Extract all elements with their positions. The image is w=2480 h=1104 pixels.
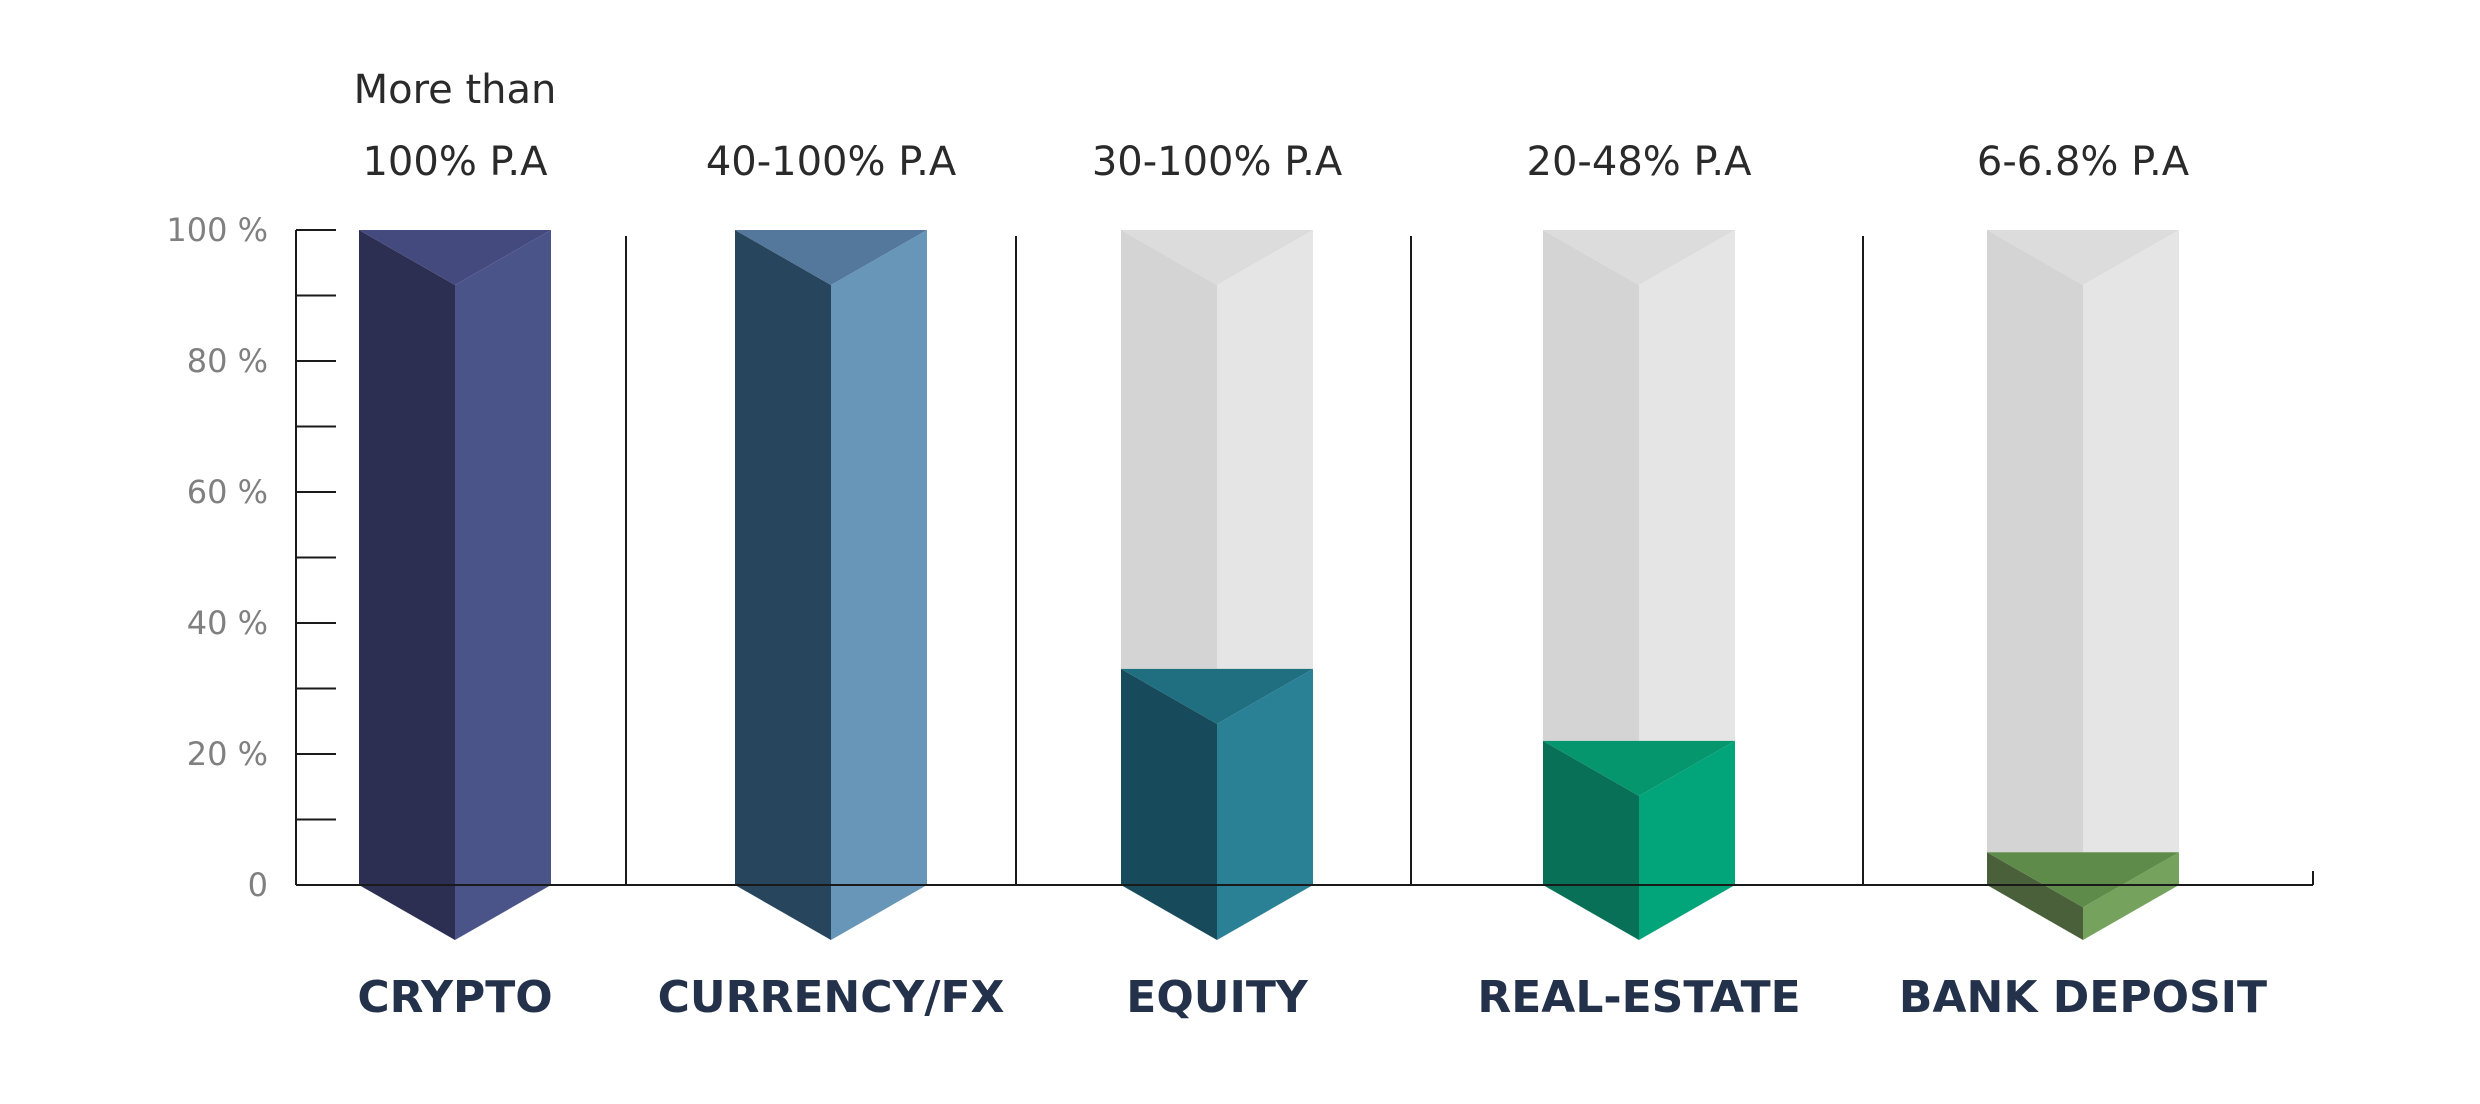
category-label: BANK DEPOSIT xyxy=(1899,972,2267,1023)
bar-top-face xyxy=(1543,740,1735,796)
track-top-face xyxy=(1543,230,1735,285)
rate-label: 20-48% P.A xyxy=(1527,139,1753,185)
bar-top-face xyxy=(359,230,551,285)
track-left-face xyxy=(1543,230,1639,741)
bar-tracks xyxy=(1121,230,2179,853)
track-top-face xyxy=(1987,230,2179,285)
rate-label: More than xyxy=(354,67,557,113)
bar-left-face xyxy=(359,230,455,940)
track-right-face xyxy=(2083,230,2179,853)
bar-top-face xyxy=(735,230,927,285)
bar-top-face xyxy=(1121,668,1313,724)
bar-left-face xyxy=(1121,668,1217,940)
bar-left-face xyxy=(1543,740,1639,940)
track-left-face xyxy=(1987,230,2083,853)
bar-right-face xyxy=(455,230,551,940)
rate-label: 30-100% P.A xyxy=(1092,139,1343,185)
track-right-face xyxy=(1639,230,1735,741)
bar-left-face xyxy=(1987,852,2083,940)
bar-right-face xyxy=(831,230,927,940)
y-tick-label: 100 % xyxy=(166,211,268,249)
category-label: CURRENCY/FX xyxy=(658,972,1005,1023)
y-tick-label: 40 % xyxy=(187,604,268,642)
bar-left-face xyxy=(735,230,831,940)
bar-right-face xyxy=(2083,852,2179,940)
y-tick-label: 0 xyxy=(248,866,268,904)
track-right-face xyxy=(1217,230,1313,669)
track-top-face xyxy=(1121,230,1313,285)
bar-right-face xyxy=(1217,668,1313,940)
axes xyxy=(295,230,2314,886)
y-tick-label: 20 % xyxy=(187,735,268,773)
rate-label: 6-6.8% P.A xyxy=(1977,139,2190,185)
y-tick-label: 60 % xyxy=(187,473,268,511)
category-labels: CRYPTO CURRENCY/FX EQUITY REAL-ESTATE BANK D… xyxy=(357,972,2267,1023)
rate-labels: More than 100% P.A 40-100% P.A 30-100% P.A 2… xyxy=(354,67,2190,185)
y-ticks: 0 20 % 40 % 60 % 80 % 100 % xyxy=(166,211,336,904)
category-label: CRYPTO xyxy=(357,972,552,1023)
bar-top-face xyxy=(1987,852,2179,908)
rate-label: 100% P.A xyxy=(362,139,548,185)
category-label: EQUITY xyxy=(1126,972,1309,1023)
y-tick-label: 80 % xyxy=(187,342,268,380)
track-left-face xyxy=(1121,230,1217,669)
category-label: REAL-ESTATE xyxy=(1477,972,1800,1023)
bar-right-face xyxy=(1639,740,1735,940)
bars xyxy=(359,230,2179,940)
rate-label: 40-100% P.A xyxy=(706,139,957,185)
